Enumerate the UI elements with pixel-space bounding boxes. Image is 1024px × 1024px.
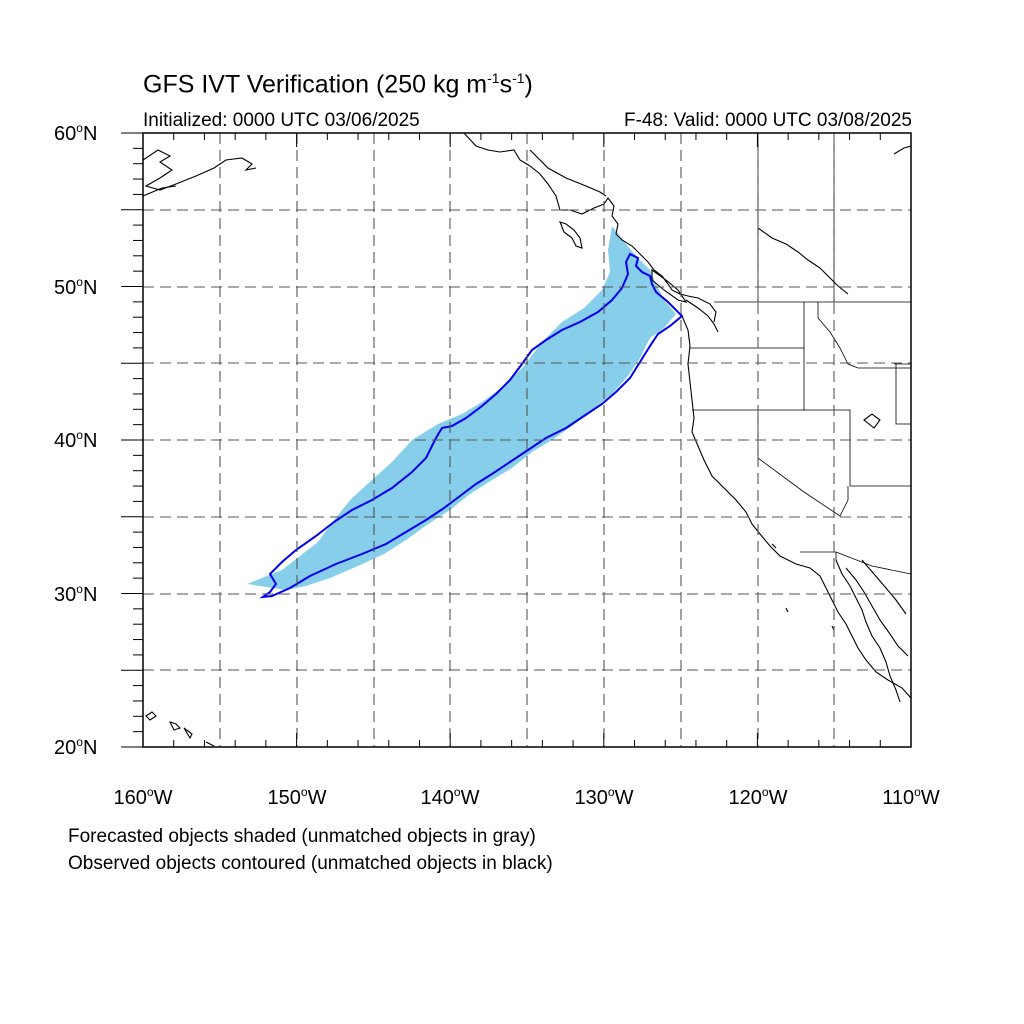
map-title: GFS IVT Verification (250 kg m-1s-1) (143, 70, 533, 99)
valid-time-label: F-48: Valid: 0000 UTC 03/08/2025 (624, 110, 912, 131)
observed-legend-note: Observed objects contoured (unmatched ob… (68, 853, 553, 874)
forecast-legend-note: Forecasted objects shaded (unmatched obj… (68, 826, 536, 847)
lon-label-130w: 130oW (574, 785, 634, 809)
lat-label-30n: 30oN (54, 582, 98, 606)
init-time-label: Initialized: 0000 UTC 03/06/2025 (143, 110, 420, 131)
coastlines (143, 133, 911, 747)
lon-label-140w: 140oW (420, 785, 480, 809)
observed-ivt-contour (259, 252, 684, 599)
axis-ticks (121, 132, 912, 748)
gridlines (143, 133, 911, 747)
forecast-ivt-object (247, 226, 676, 590)
lat-label-40n: 40oN (54, 428, 98, 452)
lat-label-50n: 50oN (54, 275, 98, 299)
lat-label-60n: 60oN (54, 121, 98, 145)
lon-label-160w: 160oW (113, 785, 173, 809)
lat-label-20n: 20oN (54, 735, 98, 759)
lon-label-110w: 110oW (882, 785, 940, 809)
political-borders (690, 133, 911, 575)
lon-label-120w: 120oW (728, 785, 788, 809)
lon-label-150w: 150oW (267, 785, 327, 809)
